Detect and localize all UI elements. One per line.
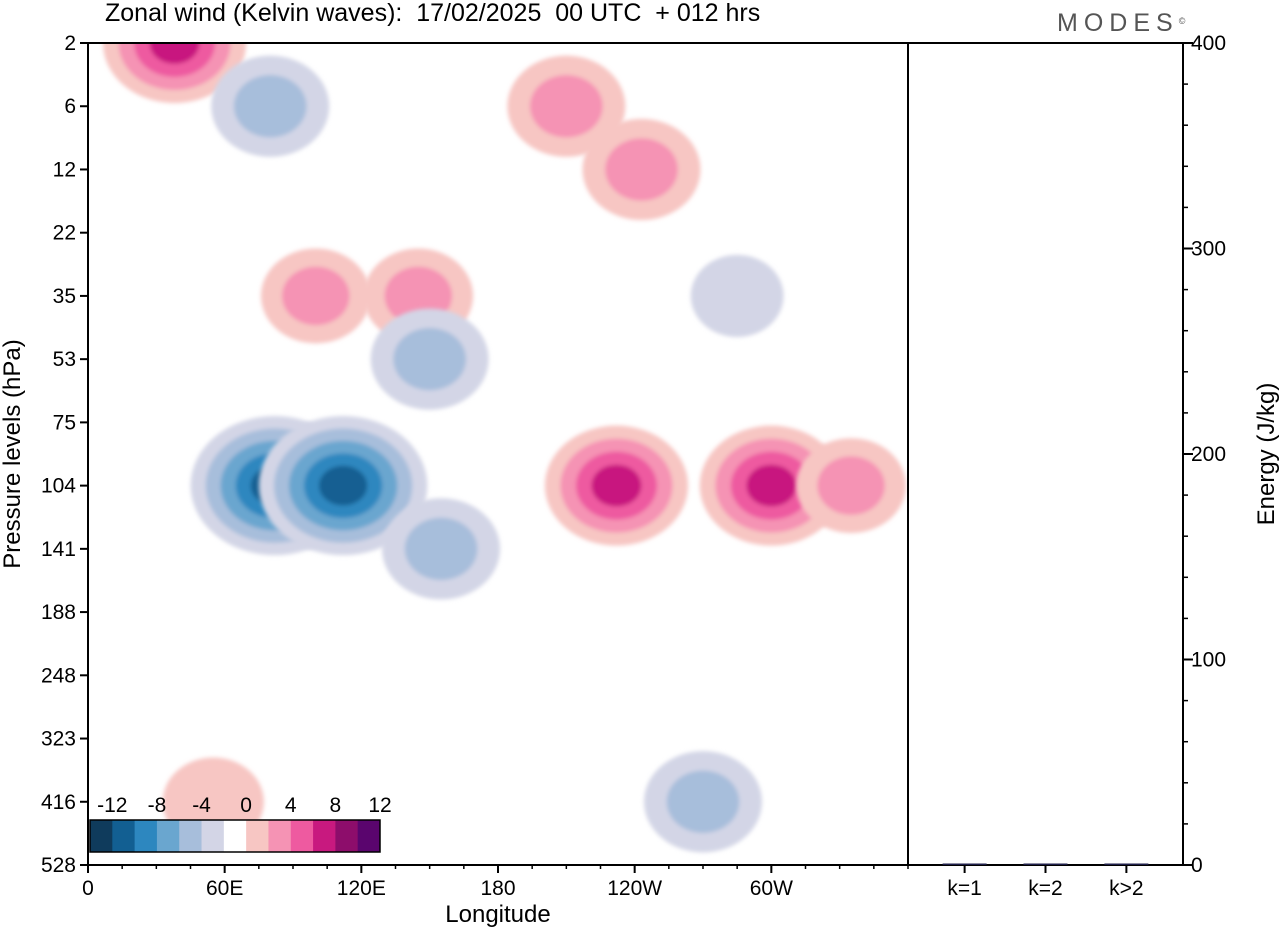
pressure-tick-label: 75 (53, 411, 76, 434)
pressure-tick-label: 248 (41, 664, 76, 687)
energy-axis-label: Energy (J/kg) (1253, 383, 1280, 526)
longitude-tick-label: 180 (480, 877, 515, 900)
colorbar-swatch (357, 820, 381, 852)
energy-tick-label: 400 (1191, 32, 1226, 55)
energy-bar (942, 863, 987, 865)
contour-level (233, 75, 307, 138)
pressure-tick-label: 323 (41, 728, 76, 751)
westerly-anomaly (102, 43, 247, 104)
colorbar-swatch (201, 820, 225, 852)
colorbar-swatch (112, 820, 136, 852)
wind-field (102, 43, 906, 853)
longitude-axis: 0 60E 120E 180 120W 60W (82, 865, 909, 900)
energy-tick-label: 300 (1191, 238, 1226, 261)
contour-level (746, 464, 797, 507)
energy-bar (1023, 863, 1068, 865)
colorbar-label: -8 (148, 794, 167, 817)
colorbar-swatch (268, 820, 292, 852)
logo-mark: © (1178, 16, 1186, 26)
pressure-axis: 2 6 12 22 35 53 75 104 141 188 248 323 416 528 (41, 32, 88, 877)
easterly-anomaly (211, 55, 330, 157)
easterly-anomaly (690, 254, 784, 338)
longitude-tick-label: 60E (206, 877, 243, 900)
colorbar-swatch (90, 820, 113, 852)
y-axis-label: Pressure levels (hPa) (0, 339, 26, 568)
colorbar-swatch (179, 820, 203, 852)
easterly-anomaly (258, 416, 428, 556)
pressure-tick-label: 6 (64, 95, 76, 118)
energy-panel-frame (907, 42, 1184, 866)
energy-category-label: k=2 (1028, 877, 1062, 900)
colorbar-swatch (134, 820, 158, 852)
westerly-anomaly (507, 55, 626, 157)
contour-level (393, 328, 466, 391)
pressure-tick-label: 35 (53, 285, 76, 308)
colorbar-swatch (223, 820, 247, 852)
colorbar-swatch (246, 820, 269, 852)
contour-level (591, 464, 642, 507)
colorbar-label: 4 (285, 794, 297, 817)
pressure-tick-label: 416 (41, 791, 76, 814)
modes-logo: MODES© (1057, 8, 1185, 38)
pressure-tick-label: 22 (53, 222, 76, 245)
pressure-tick-label: 528 (41, 854, 76, 877)
longitude-tick-label: 60W (750, 877, 793, 900)
contour-level (817, 456, 885, 515)
pressure-tick-label: 53 (53, 348, 76, 371)
energy-category-label: k>2 (1109, 877, 1143, 900)
colorbar-frame (89, 819, 381, 853)
energy-tick-label: 0 (1191, 854, 1203, 877)
contour-level (404, 517, 478, 580)
westerly-anomaly (544, 425, 689, 546)
energy-category-label: k=1 (947, 877, 981, 900)
longitude-tick-label: 120W (607, 877, 662, 900)
energy-tick-label: 100 (1191, 649, 1226, 672)
pressure-tick-label: 188 (41, 601, 76, 624)
easterly-anomaly (382, 498, 501, 600)
longitude-tick-label: 0 (82, 877, 94, 900)
energy-tick-label: 200 (1191, 443, 1226, 466)
colorbar-label: 12 (368, 794, 391, 817)
pressure-tick-label: 12 (53, 158, 76, 181)
westerly-anomaly (699, 425, 843, 546)
easterly-anomaly (370, 308, 489, 410)
colorbar-swatch (156, 820, 180, 852)
colorbar-label: 0 (240, 794, 252, 817)
pressure-tick-label: 104 (41, 475, 76, 498)
westerly-anomaly (260, 248, 371, 344)
pressure-tick-label: 141 (41, 538, 76, 561)
westerly-anomaly (582, 118, 701, 221)
colorbar-swatch (313, 820, 336, 852)
westerly-anomaly (796, 438, 906, 534)
contour-level (319, 465, 368, 506)
colorbar-label: 8 (330, 794, 342, 817)
contour-level (690, 254, 784, 338)
chart-title: Zonal wind (Kelvin waves): 17/02/2025 00… (105, 0, 761, 27)
energy-axis: 0 100 200 300 400 (1183, 32, 1226, 877)
contour-level (282, 266, 350, 326)
contour-level (149, 43, 200, 64)
colorbar-swatch (335, 820, 359, 852)
longitude-tick-label: 120E (337, 877, 386, 900)
colorbar-label: -4 (192, 794, 211, 817)
colorbar-label: -12 (97, 794, 127, 817)
easterly-anomaly (644, 751, 762, 853)
energy-bars: k=1 k=2 k>2 (942, 863, 1149, 900)
pressure-tick-label: 2 (64, 32, 76, 55)
colorbar-swatch (290, 820, 314, 852)
energy-bar (1104, 863, 1149, 865)
contour-level (530, 75, 603, 138)
x-axis-label: Longitude (445, 901, 550, 928)
contour-level (666, 770, 740, 833)
contour-level (605, 138, 678, 201)
colorbar: -12 -8 -4 0 4 8 12 (89, 794, 392, 853)
logo-text: MODES (1057, 9, 1179, 37)
